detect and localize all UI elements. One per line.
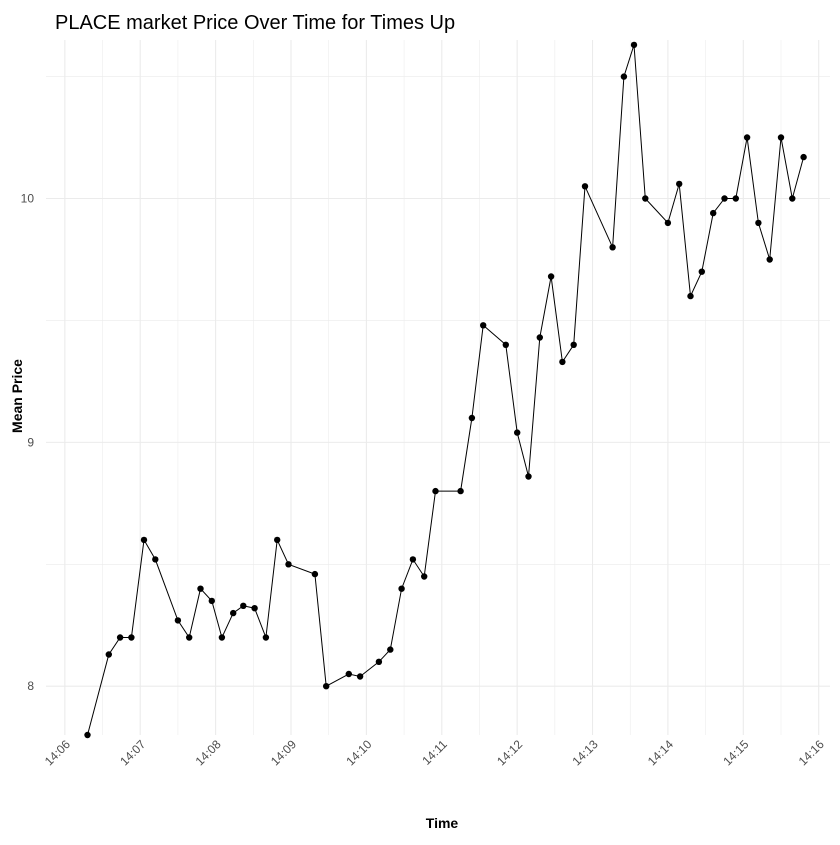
- data-point: [766, 256, 773, 263]
- data-point: [274, 536, 281, 544]
- data-point: [356, 673, 364, 680]
- data-point: [409, 556, 417, 563]
- data-point: [140, 536, 148, 544]
- data-point: [240, 602, 247, 609]
- data-point: [525, 473, 532, 480]
- data-point: [710, 209, 717, 217]
- data-point: [755, 219, 762, 227]
- data-point: [208, 597, 215, 605]
- data-point: [323, 683, 330, 690]
- data-point: [105, 651, 113, 658]
- data-point: [514, 429, 521, 436]
- x-axis-title: Time: [426, 815, 459, 831]
- data-point: [620, 73, 628, 80]
- data-point: [387, 646, 394, 653]
- minor-gridlines: [46, 40, 830, 735]
- y-tick-label: 8: [27, 679, 34, 693]
- data-point: [457, 487, 464, 495]
- data-point: [777, 134, 785, 141]
- data-point: [128, 634, 135, 641]
- data-point: [570, 341, 577, 348]
- data-point: [609, 244, 616, 251]
- data-point: [536, 334, 543, 341]
- data-point: [789, 195, 796, 202]
- data-point: [375, 658, 383, 665]
- chart-title: PLACE market Price Over Time for Times U…: [55, 12, 455, 34]
- data-point: [186, 634, 193, 641]
- data-point: [311, 570, 319, 578]
- major-gridlines: [46, 40, 830, 735]
- data-point: [721, 195, 728, 202]
- data-point: [547, 273, 555, 280]
- data-point: [664, 219, 672, 227]
- data-point: [285, 561, 292, 568]
- data-point: [743, 134, 751, 141]
- data-point: [262, 634, 270, 641]
- data-point: [630, 41, 638, 49]
- data-point: [398, 585, 405, 592]
- data-point: [559, 358, 566, 366]
- data-point: [800, 153, 807, 161]
- data-point: [432, 487, 439, 495]
- data-point: [468, 414, 476, 422]
- data-point: [84, 731, 91, 739]
- data-point: [345, 670, 352, 678]
- y-tick-label: 10: [21, 192, 35, 206]
- data-point: [174, 617, 182, 624]
- data-point: [230, 609, 237, 617]
- y-axis-title: Mean Price: [9, 359, 25, 433]
- data-point: [581, 183, 589, 190]
- y-tick-label: 9: [27, 435, 34, 449]
- y-tick-labels: 8 9 10: [21, 192, 35, 694]
- data-point: [502, 341, 509, 348]
- data-point: [197, 585, 204, 592]
- data-point: [218, 634, 226, 641]
- data-point: [251, 605, 258, 612]
- data-point: [698, 268, 705, 275]
- data-point: [687, 292, 694, 300]
- data-point: [116, 634, 124, 641]
- data-point: [676, 180, 683, 188]
- series-layer: [84, 41, 807, 739]
- data-point: [480, 322, 487, 329]
- data-point: [642, 195, 649, 202]
- data-point: [421, 573, 428, 580]
- data-point: [732, 195, 739, 202]
- data-point: [152, 556, 159, 563]
